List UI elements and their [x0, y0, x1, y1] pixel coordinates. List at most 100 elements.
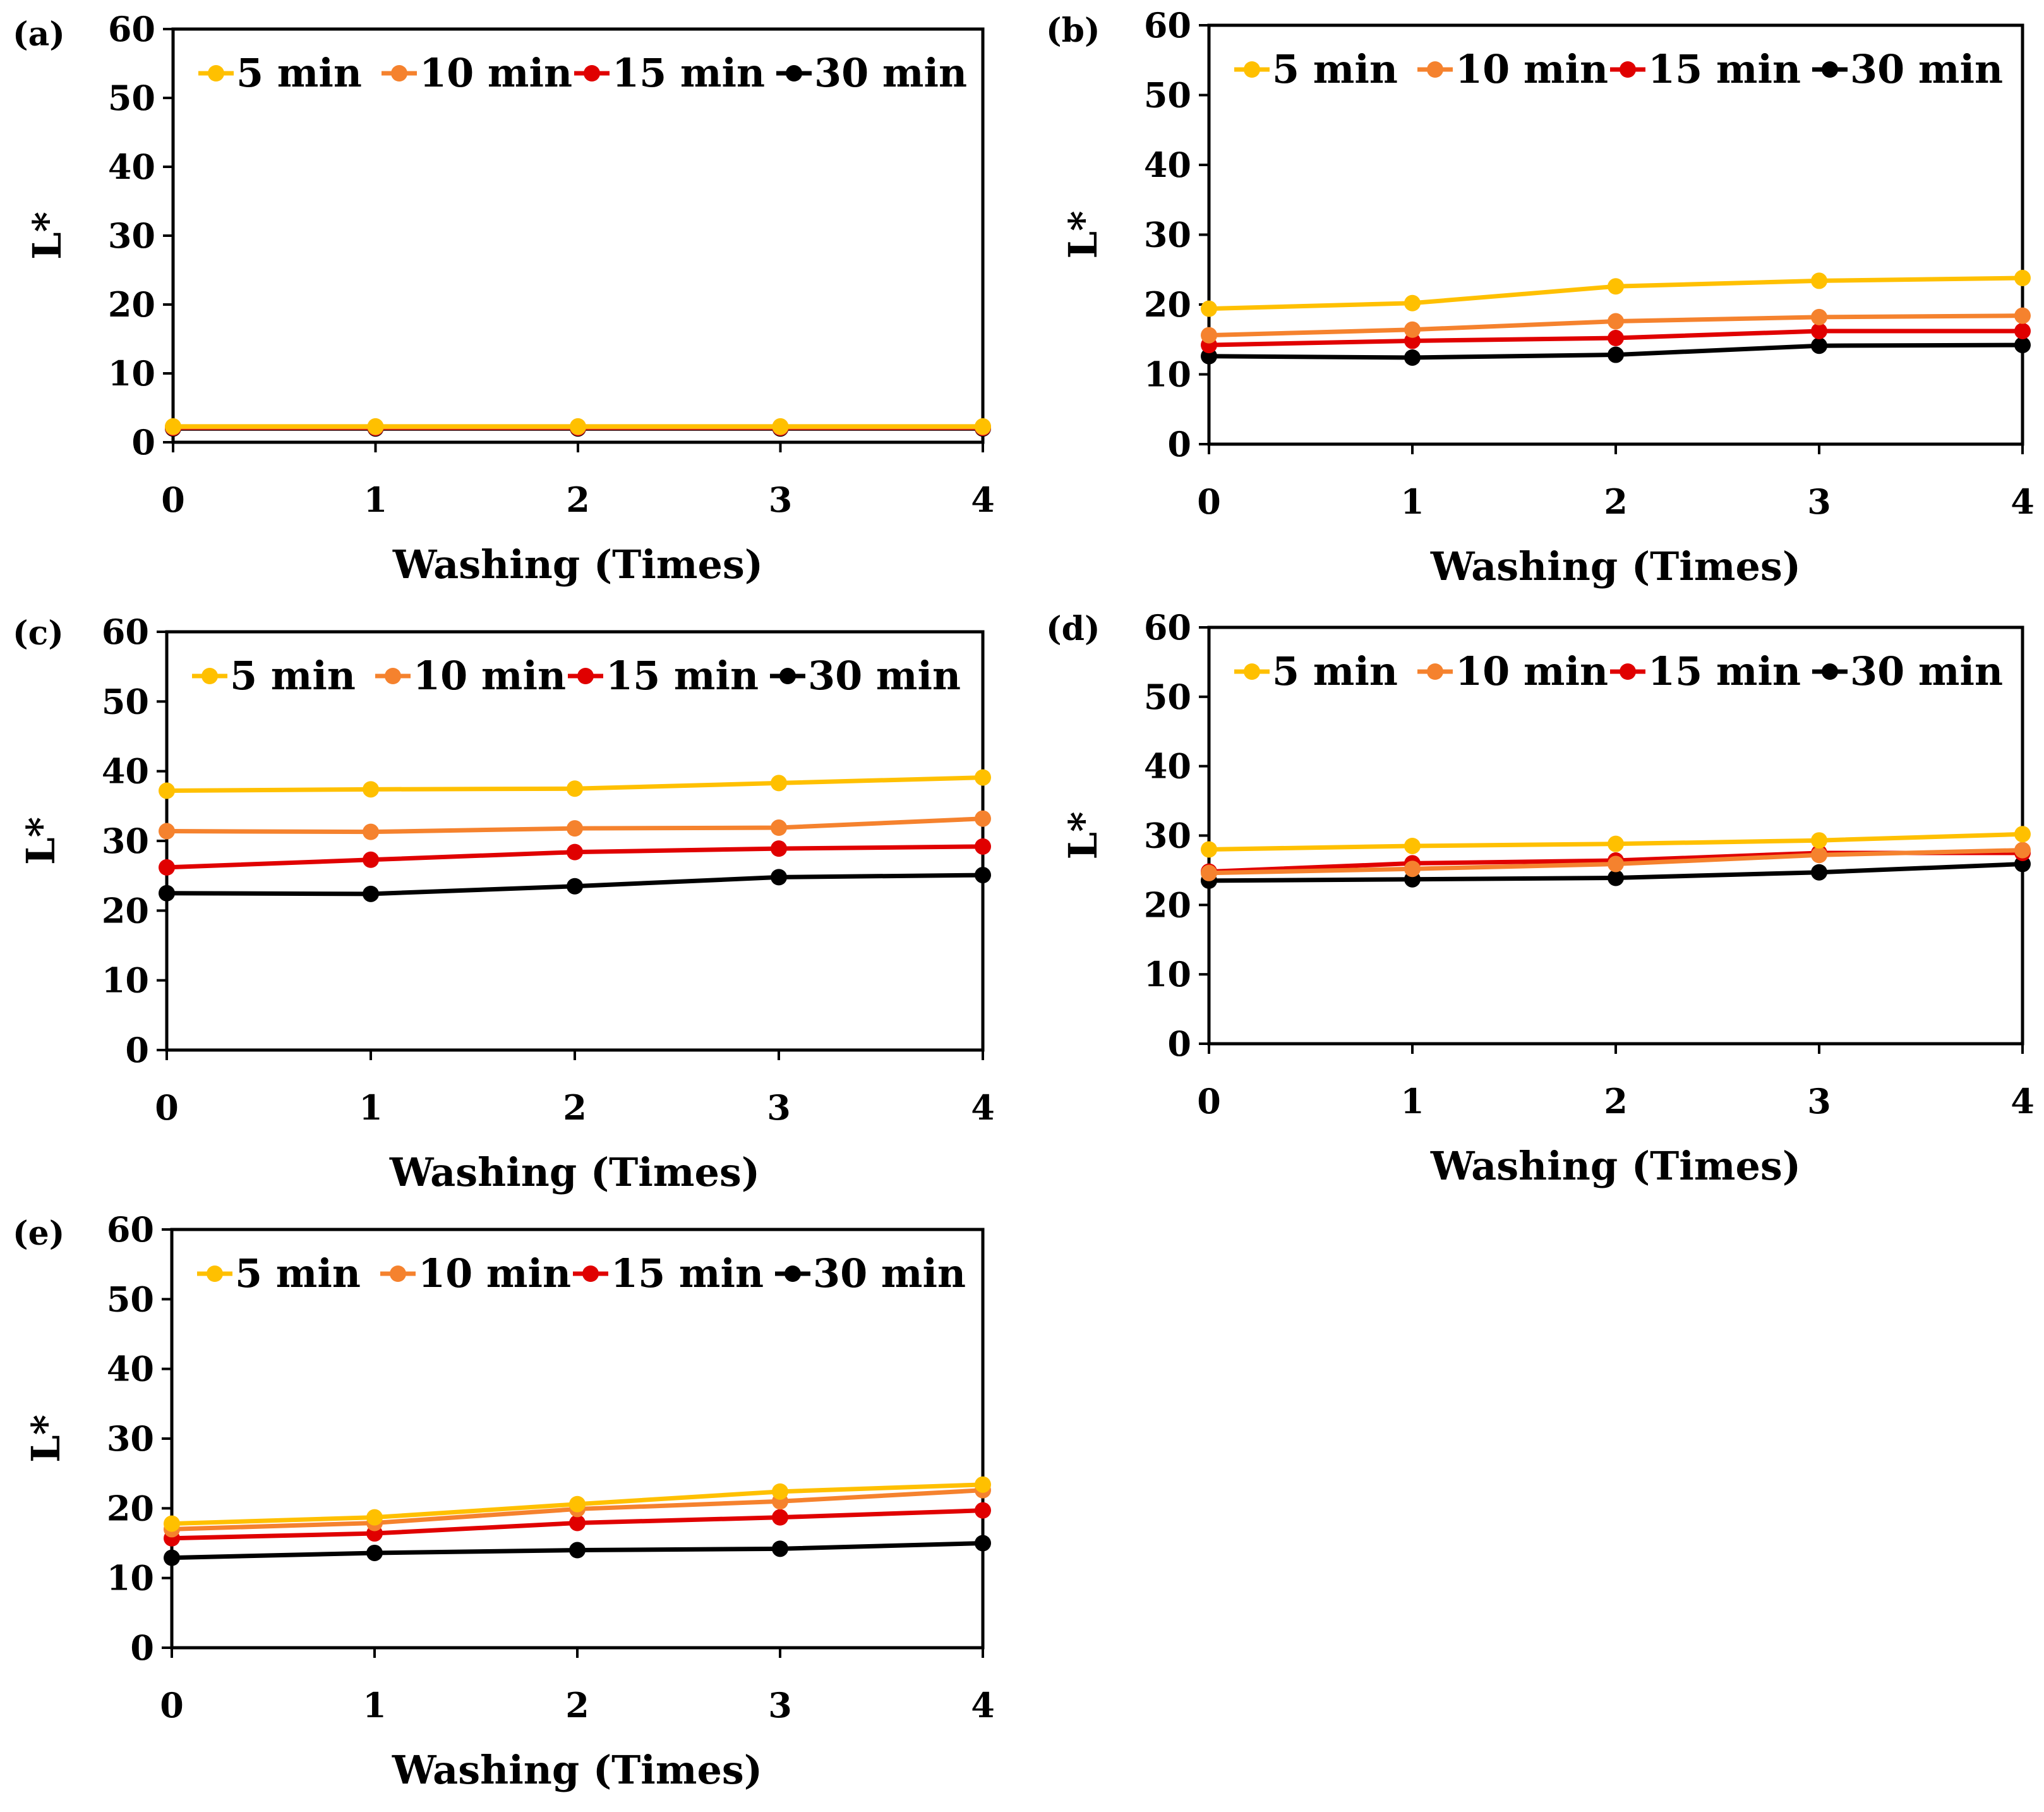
x-tick-label: 0 [1197, 481, 1221, 522]
panel-label: (a) [13, 15, 65, 54]
legend-entry: 15 min [1648, 648, 1801, 694]
data-point-15-min [159, 859, 175, 876]
data-point-15-min [975, 838, 991, 855]
data-point-5-min [772, 1483, 788, 1500]
data-point-30-min [1608, 346, 1624, 363]
data-point-10-min [159, 823, 175, 840]
legend-marker [201, 668, 218, 684]
legend-entry: 15 min [606, 653, 759, 699]
y-tick-label: 50 [107, 1279, 154, 1319]
legend-entry: 30 min [1850, 46, 2003, 92]
legend-marker [1620, 61, 1636, 78]
legend-entry: 10 min [1455, 46, 1608, 92]
legend-marker [385, 668, 401, 684]
data-point-30-min [771, 869, 787, 886]
data-point-10-min [1811, 308, 1827, 325]
data-point-30-min [164, 1549, 180, 1566]
data-point-10-min [1201, 864, 1217, 881]
data-point-5-min [570, 418, 586, 435]
data-point-30-min [366, 1544, 383, 1561]
y-tick-label: 0 [130, 1628, 154, 1668]
data-point-10-min [1811, 847, 1827, 864]
data-point-30-min [1608, 869, 1624, 886]
data-point-5-min [1404, 294, 1421, 311]
legend-entry: 5 min [230, 653, 356, 699]
data-point-15-min [569, 1514, 586, 1531]
y-tick-label: 10 [1144, 354, 1191, 395]
x-axis-title: Washing (Times) [1430, 543, 1801, 589]
x-tick-label: 4 [2011, 1081, 2035, 1121]
legend-entry: 5 min [1272, 648, 1398, 694]
data-point-15-min [363, 851, 379, 868]
data-point-30-min [363, 885, 379, 902]
x-tick-label: 1 [364, 480, 388, 520]
x-tick-label: 1 [359, 1087, 383, 1128]
x-tick-label: 4 [2011, 481, 2035, 522]
y-tick-label: 50 [108, 78, 155, 118]
legend-marker [390, 1265, 406, 1282]
x-tick-label: 2 [1604, 481, 1628, 522]
x-tick-label: 3 [1807, 481, 1831, 522]
data-point-15-min [1811, 322, 1827, 339]
chart-panel-3: (d) 0 10 20 30 40 50 60 0 1 2 3 4 Washing (Times) L* 5 … [1046, 607, 2035, 1189]
data-point-15-min [772, 1509, 788, 1526]
legend-marker [577, 668, 594, 684]
x-tick-label: 2 [565, 1685, 589, 1725]
x-tick-label: 2 [1604, 1081, 1628, 1121]
y-tick-label: 40 [107, 1349, 154, 1389]
x-tick-label: 4 [971, 1087, 995, 1128]
data-point-15-min [1608, 330, 1624, 347]
data-point-30-min [569, 1542, 586, 1559]
x-tick-label: 0 [161, 480, 185, 520]
legend-entry: 10 min [418, 1250, 571, 1296]
legend-entry: 5 min [1272, 46, 1398, 92]
y-tick-label: 60 [102, 612, 149, 652]
data-point-5-min [1608, 278, 1624, 295]
y-tick-label: 0 [1167, 1024, 1191, 1064]
legend-marker [1822, 663, 1838, 680]
data-point-5-min [1404, 837, 1421, 854]
y-axis-title: L* [18, 817, 64, 865]
data-point-5-min [975, 769, 991, 786]
x-tick-label: 0 [160, 1685, 184, 1725]
legend-marker [391, 65, 407, 82]
data-point-5-min [165, 418, 181, 435]
legend-entry: 30 min [814, 50, 967, 96]
data-point-10-min [1404, 321, 1421, 338]
y-tick-label: 30 [1144, 215, 1191, 255]
x-tick-label: 3 [768, 1685, 792, 1725]
legend-marker [785, 1265, 801, 1282]
x-tick-label: 3 [767, 1087, 791, 1128]
data-point-5-min [771, 775, 787, 792]
data-point-10-min [1201, 327, 1217, 344]
y-tick-label: 40 [1144, 746, 1191, 787]
data-point-5-min [975, 418, 991, 435]
data-point-30-min [772, 1540, 788, 1557]
y-tick-label: 0 [131, 422, 155, 462]
x-tick-label: 1 [1400, 1081, 1424, 1121]
legend-entry: 30 min [813, 1250, 966, 1296]
legend-marker [584, 65, 600, 82]
y-tick-label: 40 [1144, 145, 1191, 185]
legend-entry: 30 min [1850, 648, 2003, 694]
legend-entry: 10 min [1455, 648, 1608, 694]
y-tick-label: 10 [108, 353, 155, 394]
y-axis-title: L* [1060, 811, 1106, 859]
x-tick-label: 0 [155, 1087, 179, 1128]
data-point-5-min [1608, 835, 1624, 852]
x-tick-label: 2 [563, 1087, 587, 1128]
y-tick-label: 30 [107, 1418, 154, 1459]
legend-marker [582, 1265, 599, 1282]
x-tick-label: 1 [363, 1685, 387, 1725]
data-point-5-min [2014, 826, 2031, 843]
legend-marker [1244, 663, 1260, 680]
y-tick-label: 30 [102, 821, 149, 861]
data-point-10-min [1608, 313, 1624, 330]
data-point-10-min [2014, 307, 2031, 324]
data-point-5-min [1811, 272, 1827, 289]
data-point-5-min [159, 782, 175, 799]
y-tick-label: 50 [1144, 677, 1191, 717]
data-point-10-min [363, 823, 379, 840]
y-tick-label: 20 [107, 1488, 154, 1528]
